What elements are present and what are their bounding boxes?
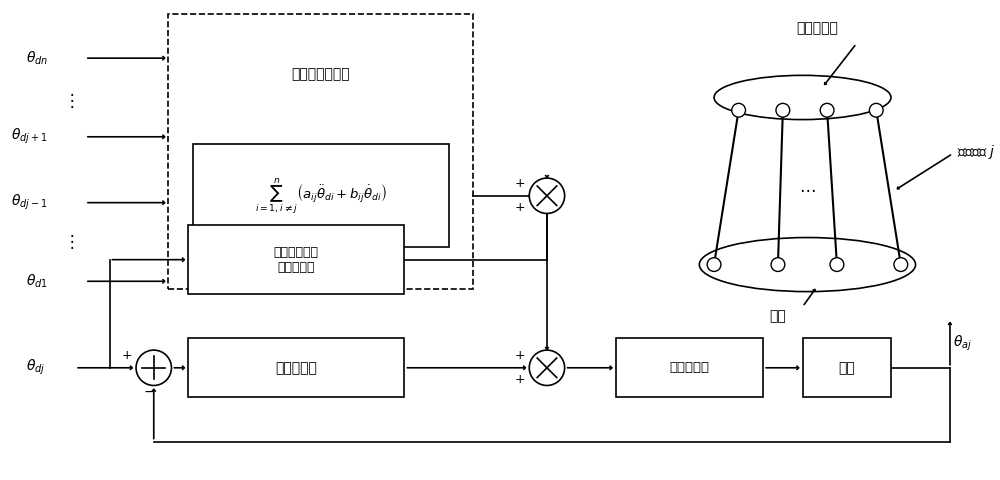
Circle shape: [529, 178, 565, 214]
Bar: [616, 338, 763, 397]
Text: $\sum_{i=1,i\neq j}^{n}\left(a_{ij}\ddot{\theta}_{di}+b_{ij}\dot{\theta}_{di}\ri: $\sum_{i=1,i\neq j}^{n}\left(a_{ij}\ddot…: [255, 176, 387, 216]
Text: +: +: [515, 349, 526, 362]
Text: +: +: [515, 373, 526, 386]
Circle shape: [830, 258, 844, 272]
Text: +: +: [122, 349, 133, 362]
Text: 伺服驱动器: 伺服驱动器: [669, 361, 709, 374]
Text: $\vdots$: $\vdots$: [63, 232, 74, 252]
Bar: [193, 144, 449, 247]
Circle shape: [771, 258, 785, 272]
Text: 关驱动节 $j$: 关驱动节 $j$: [957, 143, 995, 160]
Circle shape: [776, 103, 790, 117]
Text: +: +: [515, 201, 526, 214]
Text: 耦合前馈控制器: 耦合前馈控制器: [292, 68, 350, 82]
Bar: [188, 338, 404, 397]
Bar: [803, 338, 891, 397]
Circle shape: [732, 103, 746, 117]
Bar: [188, 225, 404, 294]
Text: 机架: 机架: [770, 310, 786, 324]
Text: $\theta_{d1}$: $\theta_{d1}$: [26, 273, 48, 290]
Text: $\theta_{aj}$: $\theta_{aj}$: [953, 334, 972, 353]
Text: $-$: $-$: [143, 384, 155, 397]
Ellipse shape: [714, 75, 891, 120]
Text: 速度、加速度
前馈控制器: 速度、加速度 前馈控制器: [274, 246, 319, 274]
Text: $\theta_{dj+1}$: $\theta_{dj+1}$: [11, 127, 48, 146]
Ellipse shape: [699, 238, 916, 292]
Text: $\theta_{dj-1}$: $\theta_{dj-1}$: [11, 193, 48, 212]
Text: 反馈控制器: 反馈控制器: [275, 361, 317, 375]
Text: 末端执行器: 末端执行器: [796, 22, 838, 36]
Bar: [168, 14, 473, 289]
Circle shape: [529, 350, 565, 385]
Circle shape: [820, 103, 834, 117]
Circle shape: [707, 258, 721, 272]
Text: $\cdots$: $\cdots$: [799, 180, 816, 198]
Text: $\vdots$: $\vdots$: [63, 91, 74, 110]
Text: $\theta_{dn}$: $\theta_{dn}$: [26, 49, 48, 67]
Circle shape: [136, 350, 171, 385]
Text: $\theta_{dj}$: $\theta_{dj}$: [26, 358, 45, 377]
Circle shape: [869, 103, 883, 117]
Text: 电机: 电机: [838, 361, 855, 375]
Text: +: +: [515, 178, 526, 191]
Circle shape: [894, 258, 908, 272]
